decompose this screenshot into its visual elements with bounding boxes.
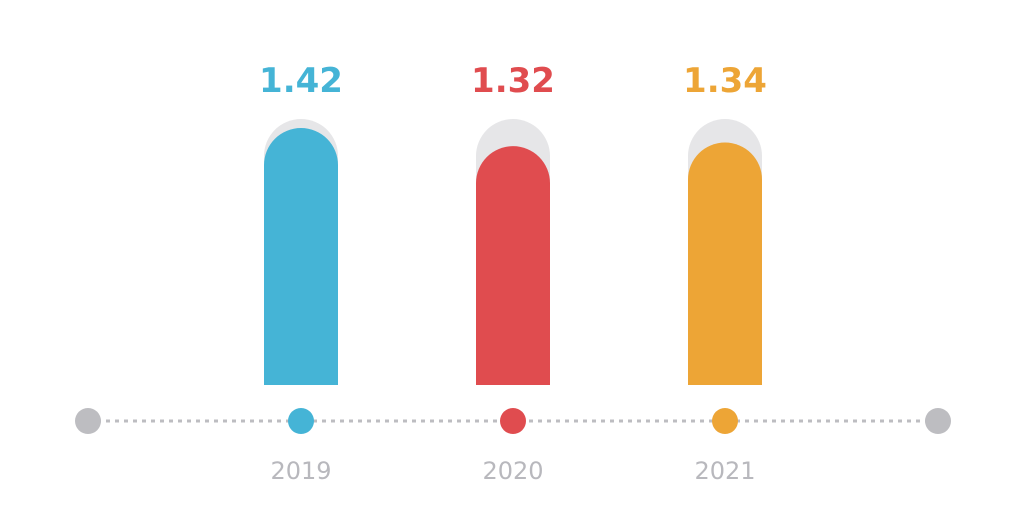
value-label-2020: 1.32 [471, 61, 555, 101]
timeline-markers [288, 408, 738, 434]
bars [264, 119, 762, 385]
bar-2020 [476, 146, 550, 385]
timeline-marker-2020 [500, 408, 526, 434]
bar-2021 [688, 142, 762, 385]
value-label-2019: 1.42 [259, 61, 343, 101]
timeline-end-dot [925, 408, 951, 434]
timeline-start-dot [75, 408, 101, 434]
year-label-2021: 2021 [694, 457, 755, 485]
value-label-2021: 1.34 [683, 61, 767, 101]
year-labels: 2019 2020 2021 [270, 457, 755, 485]
value-labels: 1.42 1.32 1.34 [259, 61, 767, 101]
year-label-2019: 2019 [270, 457, 331, 485]
bar-2019 [264, 128, 338, 385]
timeline-marker-2019 [288, 408, 314, 434]
timeline-marker-2021 [712, 408, 738, 434]
year-label-2020: 2020 [482, 457, 543, 485]
